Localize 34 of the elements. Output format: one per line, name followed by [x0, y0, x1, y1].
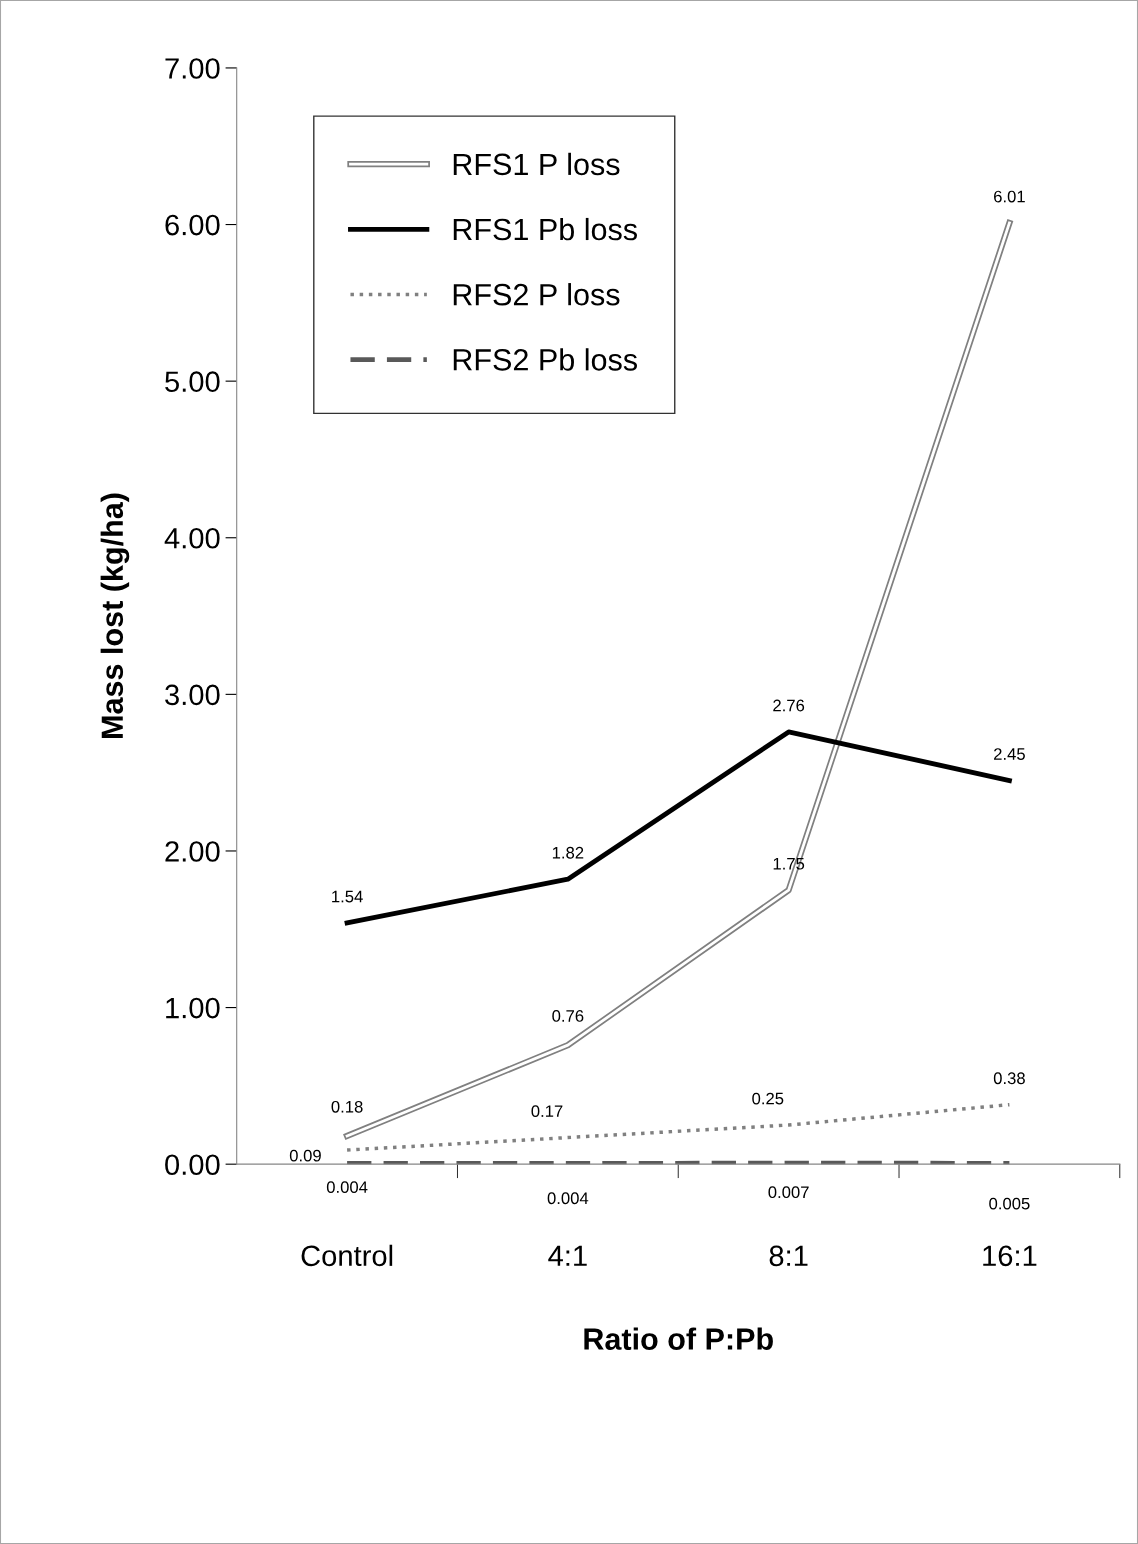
data-label: 1.75: [773, 857, 805, 870]
data-label: 2.76: [773, 699, 805, 712]
data-label: 0.38: [993, 1072, 1025, 1085]
y-tick-label: 1.00: [166, 997, 220, 1019]
y-tick-label: 5.00: [165, 371, 220, 392]
y-tick-label: 4.00: [164, 527, 220, 549]
y-tick-label: 2.00: [165, 841, 220, 862]
y-tick-label: 0.00: [165, 1154, 220, 1176]
data-label: 0.09: [289, 1149, 321, 1162]
data-label: 0.25: [752, 1092, 784, 1105]
x-tick-label: 8:1: [769, 1245, 808, 1267]
data-label: 0.004: [547, 1192, 589, 1205]
x-tick-label: 16:1: [983, 1245, 1037, 1267]
data-label: 0.005: [989, 1197, 1030, 1210]
y-tick-label: 7.00: [165, 58, 220, 79]
legend-label: RFS2 Pb loss: [453, 348, 637, 371]
x-axis-title: Ratio of P:Pb: [584, 1327, 773, 1350]
data-label: 1.82: [552, 846, 584, 859]
y-tick-label: 3.00: [165, 684, 220, 706]
data-label: 0.007: [768, 1186, 809, 1199]
data-label: 6.01: [994, 190, 1025, 203]
y-tick-label: 6.00: [165, 214, 220, 236]
data-label: 0.76: [552, 1010, 584, 1022]
legend-label: RFS1 P loss: [453, 152, 620, 176]
data-label: 0.004: [326, 1181, 368, 1194]
data-label: 0.17: [531, 1105, 563, 1118]
x-tick-label: Control: [301, 1244, 393, 1267]
legend-label: RFS1 Pb loss: [453, 217, 637, 241]
legend-label: RFS2 P loss: [453, 283, 620, 306]
y-axis-title: Mass lost (kg/ha): [100, 493, 130, 738]
data-label: 1.54: [332, 890, 363, 903]
x-tick-label: 4:1: [548, 1245, 587, 1266]
data-label: 0.18: [331, 1100, 363, 1113]
data-label: 2.45: [994, 748, 1025, 760]
